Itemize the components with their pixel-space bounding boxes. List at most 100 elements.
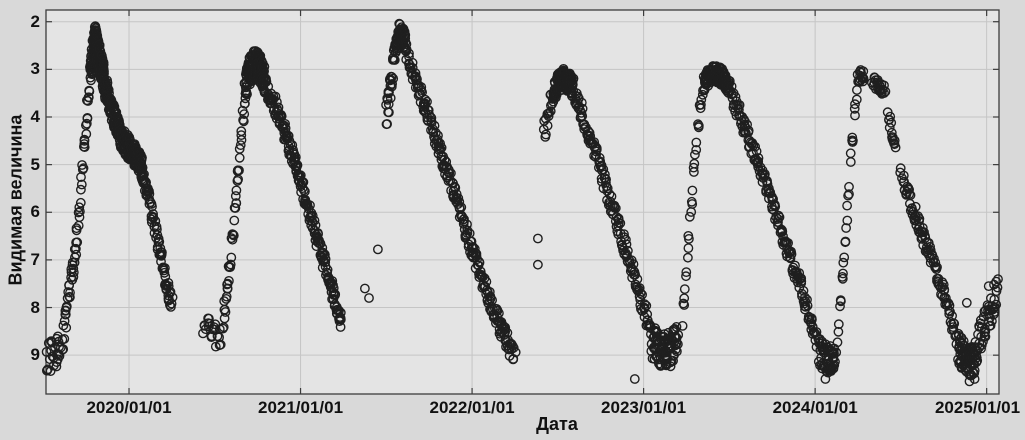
data-point [679,284,690,294]
y-tick-label: 3 [30,59,40,79]
data-point [72,237,83,248]
data-point [319,249,330,260]
data-point [630,269,641,280]
data-point [298,185,309,195]
data-point [291,160,302,171]
data-point [307,210,318,221]
data-point [445,168,456,179]
data-point [81,118,92,129]
data-point [109,101,120,112]
data-point [154,236,165,247]
data-point [777,226,788,237]
data-point [604,189,615,200]
data-point [533,233,543,244]
data-point [71,249,82,260]
data-point [230,191,241,201]
data-point [984,321,995,331]
data-point [837,273,848,284]
data-point [165,286,176,297]
data-point [435,138,445,149]
data-point [976,343,986,354]
data-point [889,135,900,146]
data-point [773,214,783,224]
data-point [227,229,238,240]
data-point [214,340,225,351]
data-point [835,301,845,312]
data-point [683,243,694,254]
data-point [459,214,469,225]
data-point [858,73,869,84]
data-point [858,66,869,77]
data-point [762,179,773,189]
data-point [798,285,809,296]
data-point [147,201,157,212]
data-point [696,99,706,110]
data-point [485,293,496,304]
data-point [639,299,650,310]
data-point [696,94,707,105]
data-point [315,238,326,249]
data-point [74,202,85,213]
data-point [73,207,84,218]
data-point [697,89,708,100]
data-point [671,332,681,342]
data-point [683,252,693,263]
data-point [407,63,418,73]
data-point [691,144,702,155]
data-point [835,295,846,305]
data-point [229,215,240,226]
data-point [83,96,93,106]
data-point [773,210,784,221]
data-point [833,319,844,330]
data-point [750,141,760,152]
data-point [930,257,941,268]
data-point [508,353,519,364]
data-point [235,140,246,151]
data-point [500,322,511,333]
data-point [790,260,800,271]
data-point [885,111,896,122]
data-point [142,187,153,198]
data-point [796,276,807,286]
data-point [261,77,271,87]
data-point [83,92,94,103]
data-point [226,252,237,263]
data-point [259,61,270,72]
x-tick-label: 2020/01/01 [86,398,172,417]
data-point [656,359,667,370]
data-point [234,165,244,176]
data-point [576,97,587,108]
data-point [242,89,252,100]
data-point [79,135,90,146]
data-point [687,185,698,196]
data-point [802,294,812,305]
data-point [944,305,954,316]
data-point [691,137,702,148]
data-point [328,287,339,298]
data-point [292,160,303,171]
data-point [785,253,796,264]
data-point [820,374,831,384]
data-point [635,288,646,298]
data-point [59,316,70,326]
data-point [223,275,234,286]
data-point [231,198,242,209]
data-point [687,199,698,209]
data-point [972,355,983,366]
data-point [545,106,556,117]
data-point [386,72,397,82]
data-point [335,313,346,324]
x-tick-label: 2021/01/01 [257,398,344,417]
data-point [159,267,170,278]
data-point [156,247,167,258]
data-point [542,120,553,131]
data-point [688,162,699,173]
data-point [944,300,955,311]
data-point [425,112,436,123]
data-point [668,355,678,366]
data-point [328,283,339,294]
data-point [159,263,170,273]
data-point [231,185,242,196]
y-tick-label: 2 [30,11,40,31]
data-point [416,82,427,93]
